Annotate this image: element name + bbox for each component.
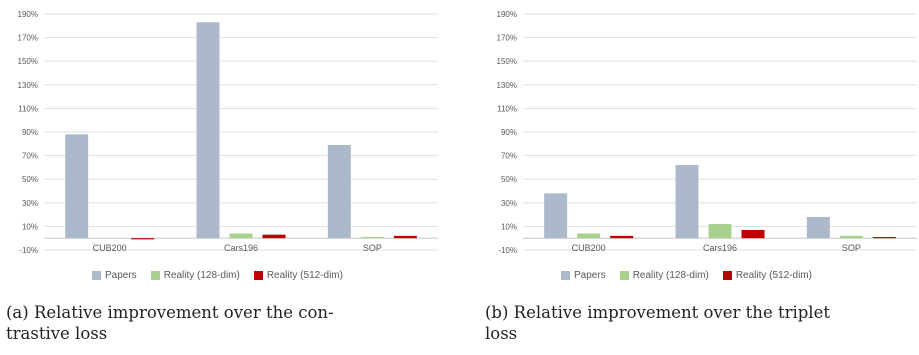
bar-papers-cub200 — [544, 193, 568, 239]
legend-swatch-papers — [561, 271, 570, 280]
x-category-label: Cars196 — [703, 243, 737, 253]
y-tick-label: 90% — [22, 128, 38, 137]
y-tick-label: 70% — [501, 152, 517, 161]
caption-b: (b) Relative improvement over the triple… — [485, 302, 919, 344]
x-category-label: CUB200 — [572, 243, 606, 253]
legend-swatch-reality-512 — [722, 271, 732, 280]
legend-label-reality-128: Reality (128-dim) — [163, 270, 240, 281]
legend-swatch-reality-128 — [150, 271, 160, 280]
legend-swatch-reality-512 — [253, 271, 263, 280]
legend-item-reality-512: Reality (512-dim) — [722, 270, 812, 281]
bar-chart-a: -10% 10% 30% 50% 70% 90% 110% 130% 150% 170% 190% C… — [18, 10, 438, 255]
y-tick-label: 110% — [497, 104, 517, 113]
y-tick-label: 10% — [22, 222, 38, 231]
chart-panel-b: -10% 10% 30% 50% 70% 90% 110% 130% 150% 170% 190% C… — [479, 0, 919, 355]
legend-item-papers: Papers — [561, 270, 606, 281]
y-tick-label: 50% — [501, 175, 517, 184]
y-tick-label: 70% — [22, 152, 38, 161]
y-tick-label: 130% — [497, 81, 517, 90]
y-tick-label: 170% — [497, 34, 517, 43]
x-category-label: CUB200 — [93, 243, 127, 253]
caption-b-line-1: (b) Relative improvement over the triple… — [485, 303, 830, 322]
x-category-label: Cars196 — [224, 243, 258, 253]
legend-b: Papers Reality (128-dim) Reality (512-di… — [561, 270, 812, 281]
y-tick-label: 190% — [497, 10, 517, 19]
legend-swatch-papers — [92, 271, 101, 280]
y-tick-label: 110% — [18, 104, 38, 113]
legend-a: Papers Reality (128-dim) Reality (512-di… — [92, 270, 343, 281]
x-category-label: SOP — [842, 243, 861, 253]
y-tick-label: 10% — [501, 222, 517, 231]
bar-reality-512-dim-cub200 — [610, 235, 634, 239]
y-tick-label: 150% — [18, 57, 38, 66]
y-tick-label: 90% — [501, 128, 517, 137]
bar-reality-512-dim-cub200 — [131, 238, 155, 240]
legend-item-reality-512: Reality (512-dim) — [253, 270, 343, 281]
caption-b-line-2: loss — [485, 324, 518, 343]
legend-item-reality-128: Reality (128-dim) — [150, 270, 240, 281]
bar-reality-128-dim-sop — [839, 235, 863, 239]
caption-a: (a) Relative improvement over the con- t… — [6, 302, 446, 344]
bar-reality-128-dim-sop — [360, 237, 384, 239]
legend-label-reality-512: Reality (512-dim) — [266, 270, 343, 281]
y-tick-label: 190% — [18, 10, 38, 19]
caption-a-line-2: trastive loss — [6, 324, 108, 343]
y-tick-label: -10% — [19, 246, 38, 255]
legend-item-papers: Papers — [92, 270, 137, 281]
bar-reality-512-dim-cars196 — [741, 229, 765, 239]
legend-item-reality-128: Reality (128-dim) — [619, 270, 709, 281]
bar-papers-cub200 — [65, 134, 89, 239]
y-tick-label: 50% — [22, 175, 38, 184]
bar-chart-b: -10% 10% 30% 50% 70% 90% 110% 130% 150% 170% 190% C… — [497, 10, 917, 255]
bar-reality-512-dim-cars196 — [262, 234, 286, 239]
bar-reality-512-dim-sop — [872, 237, 896, 239]
y-tick-label: 130% — [18, 81, 38, 90]
x-category-label: SOP — [363, 243, 382, 253]
legend-label-reality-512: Reality (512-dim) — [735, 270, 812, 281]
y-tick-label: 170% — [18, 34, 38, 43]
bar-papers-cars196 — [675, 165, 699, 239]
legend-swatch-reality-128 — [619, 271, 629, 280]
bar-papers-sop — [806, 216, 830, 239]
bar-papers-cars196 — [196, 22, 220, 239]
legend-label-papers: Papers — [105, 270, 137, 281]
y-tick-label: -10% — [498, 246, 517, 255]
y-tick-label: 150% — [497, 57, 517, 66]
caption-a-line-1: (a) Relative improvement over the con- — [6, 303, 334, 322]
bar-reality-512-dim-sop — [393, 235, 417, 239]
bar-reality-128-dim-cub200 — [577, 233, 601, 239]
chart-panel-a: -10% 10% 30% 50% 70% 90% 110% 130% 150% 170% 190% C… — [0, 0, 440, 355]
legend-label-reality-128: Reality (128-dim) — [632, 270, 709, 281]
bar-reality-128-dim-cars196 — [708, 224, 732, 239]
y-tick-label: 30% — [22, 199, 38, 208]
y-tick-label: 30% — [501, 199, 517, 208]
bar-papers-sop — [327, 144, 351, 239]
bar-reality-128-dim-cars196 — [229, 233, 253, 239]
legend-label-papers: Papers — [574, 270, 606, 281]
